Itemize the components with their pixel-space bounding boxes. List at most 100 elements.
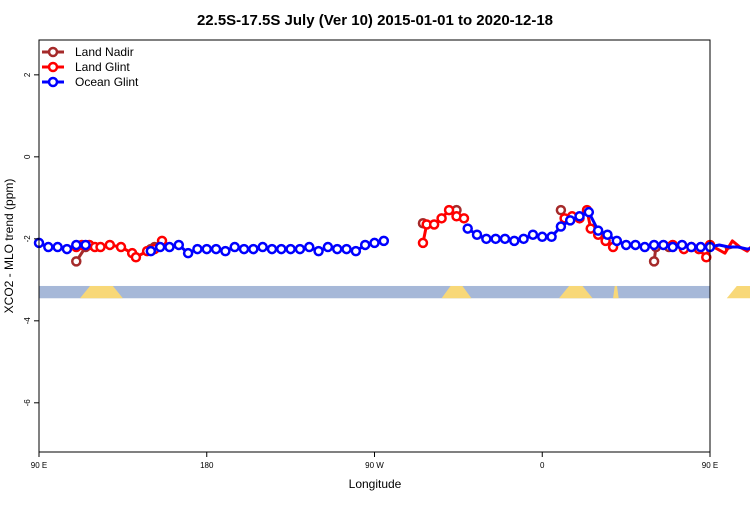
point-ocean-glint-53 [648, 239, 660, 251]
point-ocean-glint-14 [210, 243, 222, 255]
x-tick-label: 180 [200, 461, 214, 470]
point-ocean-glint-23 [294, 243, 306, 255]
point-ocean-glint-9 [164, 241, 175, 253]
series-layer [33, 204, 750, 267]
point-ocean-glint-58 [695, 241, 706, 253]
y-axis-label: XCO2 - MLO trend (ppm) [2, 179, 16, 314]
x-tick-label: 90 E [31, 461, 47, 470]
point-land-glint-19 [458, 213, 470, 224]
land-segment-1 [80, 285, 123, 299]
point-ocean-glint-54 [658, 239, 669, 251]
x-axis-label: Longitude [349, 477, 402, 491]
x-axis: 90 E 180 90 W 0 90 E [31, 452, 718, 470]
point-land-nadir-1 [71, 256, 82, 267]
point-ocean-glint-46 [583, 206, 595, 218]
point-land-glint-16 [436, 213, 447, 224]
legend-label-ocean-glint: Ocean Glint [75, 75, 139, 89]
point-ocean-glint-17 [238, 243, 250, 255]
point-land-glint-5 [95, 241, 106, 253]
point-ocean-glint-22 [285, 243, 296, 255]
ocean-band [39, 285, 710, 299]
point-ocean-glint-43 [555, 221, 567, 232]
y-axis: 2 0 -2 -4 -6 [23, 72, 39, 406]
point-ocean-glint-30 [359, 239, 371, 251]
legend-marker-land-nadir [47, 46, 59, 58]
y-tick-label: 2 [23, 72, 32, 77]
point-ocean-glint-7 [145, 245, 157, 257]
point-land-glint-6 [104, 239, 116, 251]
point-land-glint-17 [443, 204, 455, 216]
point-ocean-glint-33 [462, 223, 473, 234]
x-tick-label: 90 E [702, 461, 718, 470]
point-ocean-glint-56 [676, 239, 688, 251]
legend-marker-land-glint [47, 61, 59, 73]
point-ocean-glint-12 [192, 243, 203, 255]
point-ocean-glint-47 [592, 225, 604, 236]
point-ocean-glint-50 [620, 239, 632, 251]
point-ocean-glint-29 [350, 245, 362, 257]
y-tick-label: 0 [23, 154, 32, 159]
point-ocean-glint-20 [266, 243, 278, 255]
point-ocean-glint-52 [639, 241, 651, 253]
point-ocean-glint-21 [276, 243, 287, 255]
point-ocean-glint-6 [80, 239, 91, 251]
point-ocean-glint-45 [574, 211, 585, 222]
point-ocean-glint-39 [518, 233, 529, 245]
y-tick-label: -6 [23, 399, 32, 407]
point-ocean-glint-42 [546, 231, 557, 243]
point-ocean-glint-35 [481, 233, 492, 245]
point-ocean-glint-25 [313, 245, 324, 257]
point-ocean-glint-48 [602, 229, 613, 240]
point-ocean-glint-36 [490, 233, 501, 245]
point-ocean-glint-11 [182, 247, 194, 259]
y-tick-label: -4 [23, 317, 32, 325]
point-ocean-glint-44 [564, 215, 576, 226]
point-ocean-glint-57 [686, 241, 697, 253]
land-segment-2 [441, 285, 472, 299]
point-ocean-glint-34 [471, 229, 483, 240]
point-land-glint-7 [115, 241, 127, 253]
point-land-glint-32 [701, 252, 712, 263]
x-tick-label: 90 W [365, 461, 384, 470]
point-ocean-glint-31 [369, 237, 380, 249]
series-land-glint [71, 204, 750, 263]
point-ocean-glint-41 [537, 231, 548, 243]
point-ocean-glint-4 [61, 243, 73, 255]
point-ocean-glint-5 [71, 239, 82, 251]
x-tick-label: 0 [540, 461, 545, 470]
series-ocean-glint [33, 206, 750, 259]
point-ocean-glint-40 [527, 229, 539, 240]
point-ocean-glint-55 [667, 241, 678, 253]
point-ocean-glint-32 [378, 235, 390, 247]
surface-band [39, 285, 750, 299]
point-ocean-glint-3 [52, 241, 63, 253]
point-ocean-glint-19 [257, 241, 268, 253]
point-land-glint-9 [130, 252, 142, 263]
point-ocean-glint-37 [499, 233, 511, 245]
legend-label-land-nadir: Land Nadir [75, 45, 134, 59]
point-ocean-glint-13 [201, 243, 212, 255]
point-ocean-glint-15 [220, 245, 231, 257]
point-ocean-glint-2 [43, 241, 54, 253]
land-segment-4 [613, 285, 619, 299]
legend-marker-ocean-glint [47, 76, 59, 88]
point-ocean-glint-51 [630, 239, 641, 251]
y-tick-label: -2 [23, 235, 32, 243]
point-land-glint-13 [417, 237, 429, 249]
point-ocean-glint-49 [611, 235, 623, 247]
point-land-nadir-8 [648, 256, 660, 267]
point-land-glint-15 [428, 219, 440, 230]
point-ocean-glint-28 [341, 243, 352, 255]
point-ocean-glint-10 [173, 239, 185, 251]
point-ocean-glint-38 [509, 235, 520, 247]
point-ocean-glint-27 [331, 243, 343, 255]
point-ocean-glint-18 [248, 243, 259, 255]
land-segment-3 [559, 285, 593, 299]
point-ocean-glint-16 [229, 241, 240, 253]
point-ocean-glint-24 [304, 241, 315, 253]
point-land-nadir-7 [555, 204, 567, 216]
land-segment-5 [726, 285, 750, 299]
